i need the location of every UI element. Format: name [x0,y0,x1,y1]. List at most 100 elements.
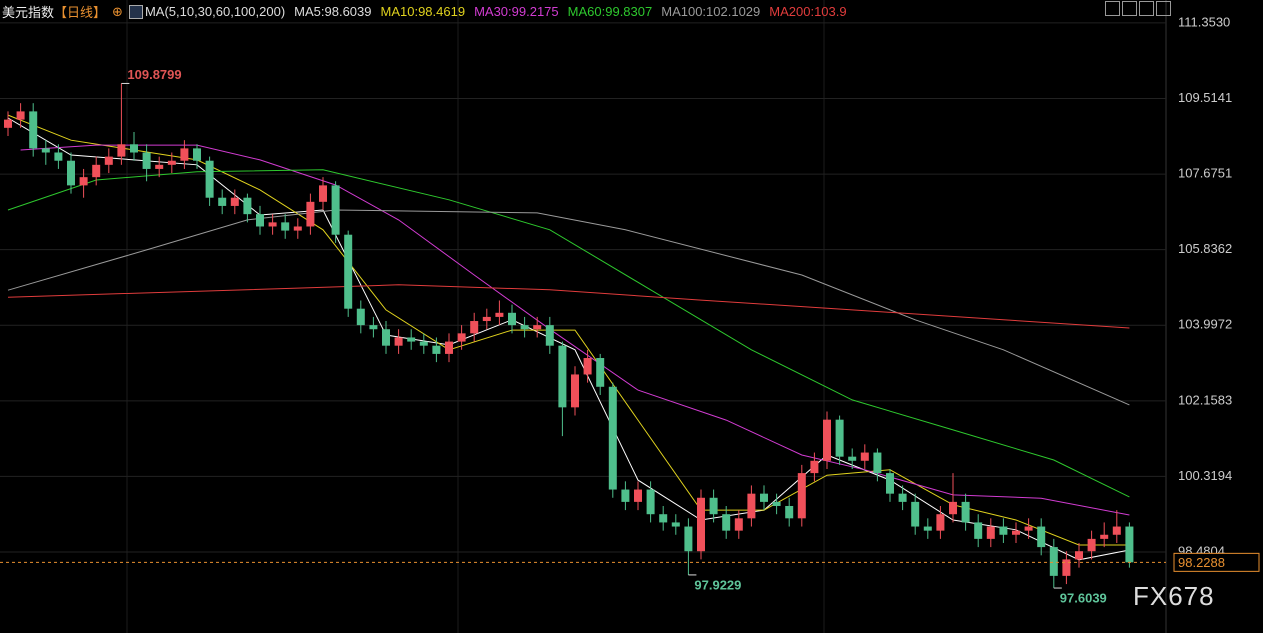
candle-body [583,358,592,375]
candle-body [41,148,50,153]
candle-body [470,321,479,334]
tool-button[interactable] [1156,1,1171,16]
candle-body [4,119,12,128]
candle-body [558,345,567,408]
candle-body [508,312,516,326]
candle-body [772,501,781,506]
candle-body [999,526,1008,535]
candle-body [785,505,794,519]
candle-body [571,374,579,408]
tool-button[interactable] [1105,1,1120,16]
candle-body [646,489,655,515]
candle-body [923,526,932,531]
candle-body [621,489,630,502]
ma-line [7,209,1130,406]
candle-body [1075,551,1083,560]
candle-body [457,333,466,342]
price-label: 98.2288 [1178,555,1225,570]
y-tick-label: 105.8362 [1178,241,1232,256]
ma-line [7,284,1130,329]
candle-body [407,337,416,342]
candle-body [369,325,378,330]
y-tick-label: 100.3194 [1178,468,1232,483]
ma-label: MA(5,10,30,60,100,200) [144,4,286,19]
annotation: 109.8799 [127,67,181,82]
candle-body [445,341,453,354]
candle-body [684,526,693,552]
candle-body [1087,538,1096,552]
candle-body [104,156,113,165]
legend-entry: MA60:99.8307 [567,4,653,19]
candle-body [886,473,894,494]
candle-body [256,214,264,227]
candle-body [293,226,302,231]
legend-entry: MA100:102.1029 [661,4,761,19]
candle-body [230,197,239,206]
candle-body [155,164,164,169]
candle-body [130,144,138,153]
candle-body [331,185,340,235]
candle-body [1012,530,1020,535]
candle-body [29,111,38,149]
candle-body [810,460,819,474]
candle-body [936,514,945,531]
legend-entry: MA10:98.4619 [380,4,466,19]
candle-body [974,522,983,539]
candle-body [67,160,75,186]
candle-body [634,489,642,502]
y-tick-label: 111.3530 [1178,14,1230,29]
candle-body [747,493,756,519]
toggle-icon[interactable]: ⊕ [112,3,123,19]
candle-body [734,518,743,531]
candle-body [319,185,327,202]
candle-body [142,152,151,169]
candle-body [1062,559,1071,576]
legend-entry: MA200:103.9 [769,4,847,19]
annotation: 97.6039 [1060,590,1107,605]
candle-body [432,345,441,354]
candle-body [709,497,718,515]
candle-body [797,473,806,519]
ma-line [7,169,1130,498]
candle-body [281,222,290,231]
header: 美元指数 【日线】 ⊕ MA(5,10,30,60,100,200) MA5:9… [2,2,847,21]
y-tick-label: 107.6751 [1178,166,1232,181]
candle-body [419,341,428,346]
candle-body [545,325,554,346]
toolbar [1105,1,1171,16]
ma-line [7,114,1130,546]
y-tick-label: 102.1583 [1178,392,1232,407]
candle-body [382,329,390,346]
candle-body [961,501,970,523]
candle-body [986,526,995,539]
legend-entry: MA5:98.6039 [294,4,372,19]
candle-body [949,501,957,515]
tool-button[interactable] [1139,1,1154,16]
candle-body [193,148,201,161]
candle-body [167,160,176,165]
candle-body [1125,526,1134,563]
candle-body [671,522,680,527]
candle-body [520,325,529,330]
candle-body [1037,526,1046,548]
candle-body [92,164,101,178]
legend-entry: MA30:99.2175 [474,4,559,19]
candle-body [659,514,668,523]
candle-body [1112,526,1121,535]
candle-body [596,358,605,387]
candle-body [898,493,907,502]
candle-body [873,452,882,474]
candle-body [533,325,542,330]
candle-body [344,234,353,309]
candle-body [608,386,617,490]
ma-line [7,117,1130,561]
candle-body [205,160,214,198]
candle-body [1049,547,1058,576]
candle-body [860,452,869,461]
candle-body [1024,526,1033,531]
tool-button[interactable] [1122,1,1137,16]
candle-body [722,514,731,531]
candle-body [394,337,403,346]
period: 【日线】 [54,5,107,20]
